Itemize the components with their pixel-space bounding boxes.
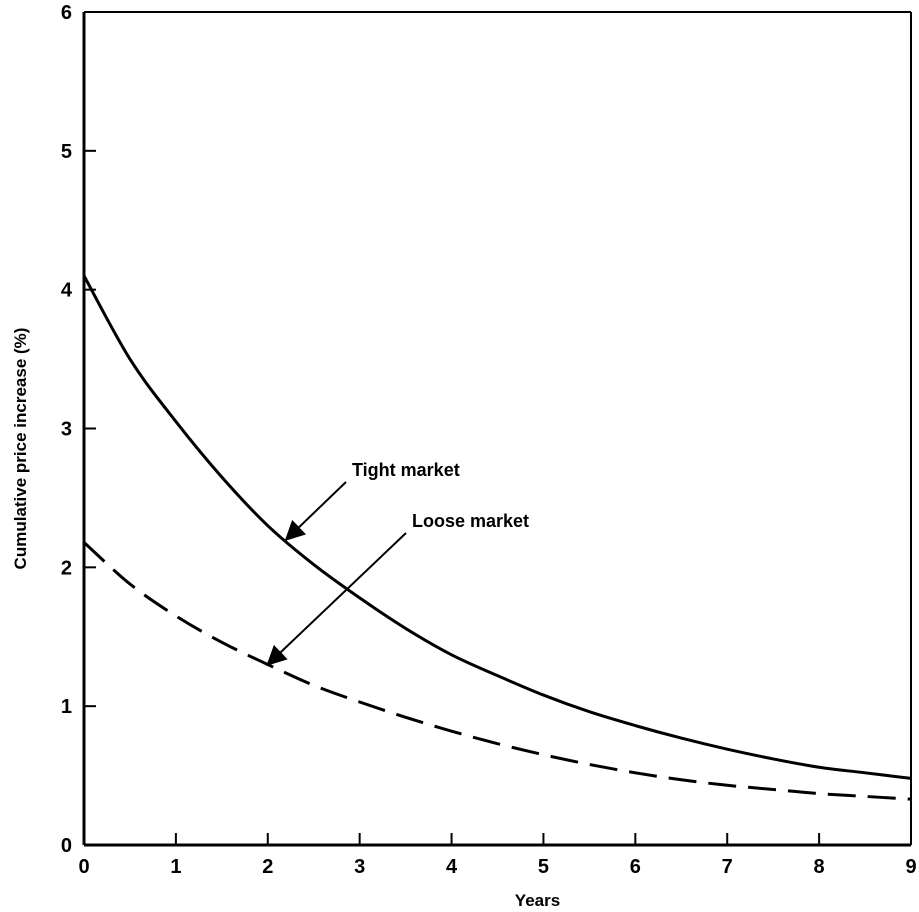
loose-market-label: Loose market [412, 511, 529, 531]
y-tick-label: 5 [61, 141, 72, 163]
x-tick-label: 7 [722, 856, 733, 878]
loose-market-line [82, 541, 912, 801]
y-axis-title: Cumulative price increase (%) [11, 328, 30, 570]
x-axis-title: Years [515, 891, 560, 910]
y-tick-label: 2 [61, 557, 72, 579]
tight-market-line [82, 275, 912, 780]
x-tick-label: 9 [905, 856, 916, 878]
x-tick-label: 8 [814, 856, 825, 878]
y-tick-label: 1 [61, 696, 72, 718]
loose-market-arrow [266, 532, 407, 666]
x-tick-label: 3 [354, 856, 365, 878]
y-tick-label: 0 [61, 835, 72, 857]
x-tick-label: 6 [630, 856, 641, 878]
y-tick-label: 4 [61, 280, 73, 302]
x-tick-label: 1 [170, 856, 181, 878]
x-tick-label: 4 [446, 856, 458, 878]
y-tick-label: 3 [61, 419, 72, 441]
y-tick-label: 6 [61, 2, 72, 24]
tight-market-label: Tight market [352, 460, 460, 480]
x-tick-label: 2 [262, 856, 273, 878]
tight-market-arrow [284, 481, 347, 541]
x-tick-label: 0 [78, 856, 89, 878]
x-tick-label: 5 [538, 856, 549, 878]
